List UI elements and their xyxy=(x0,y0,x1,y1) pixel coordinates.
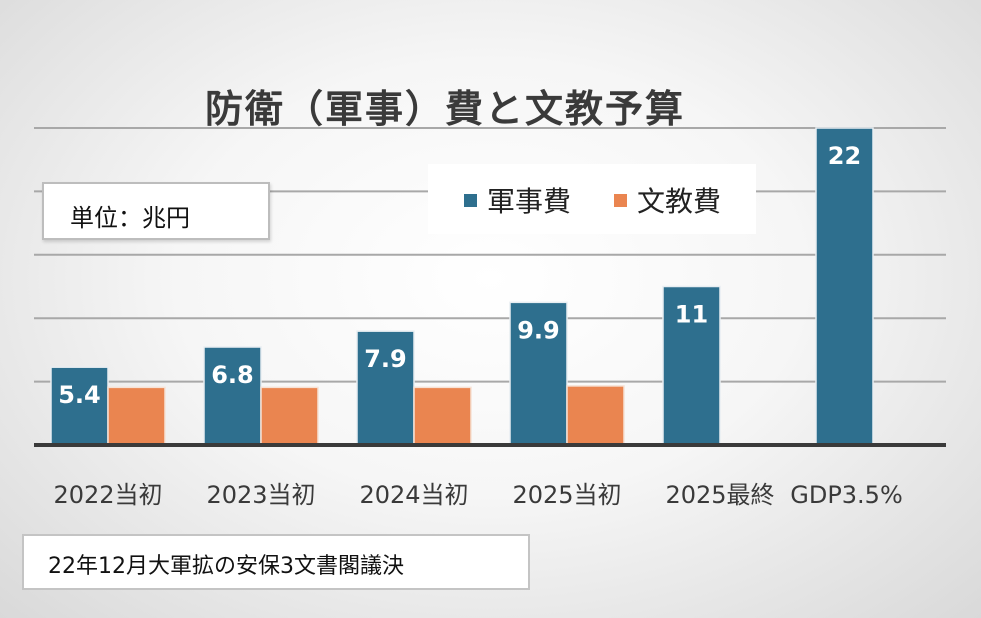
unit-label-box: 単位：兆円 xyxy=(42,182,270,240)
bar-education xyxy=(260,386,319,446)
x-tick-label: 2022当初 xyxy=(53,481,162,509)
bar-military xyxy=(662,285,721,446)
legend-swatch-education xyxy=(614,193,627,207)
legend: 軍事費 文教費 xyxy=(428,164,756,234)
bar-education xyxy=(107,386,166,446)
data-label: 5.4 xyxy=(58,381,101,409)
x-tick-label: 2024当初 xyxy=(359,481,468,509)
data-label: 6.8 xyxy=(211,361,254,389)
legend-label-military: 軍事費 xyxy=(487,185,572,218)
data-label: 7.9 xyxy=(364,345,407,373)
data-label: 9.9 xyxy=(517,316,560,344)
legend-item-education: 文教費 xyxy=(614,180,721,220)
bar-education xyxy=(566,385,625,446)
bar-military xyxy=(815,127,874,446)
bar-military xyxy=(509,301,568,446)
unit-label: 単位：兆円 xyxy=(70,204,190,232)
note-box: 22年12月大軍拡の安保3文書閣議決 xyxy=(22,534,530,590)
legend-label-education: 文教費 xyxy=(637,185,722,218)
x-tick-label: GDP3.5% xyxy=(790,481,903,509)
legend-swatch-military xyxy=(464,193,477,207)
x-tick-label: 2025最終 xyxy=(665,481,774,509)
legend-item-military: 軍事費 xyxy=(464,180,571,220)
chart-title: 防衛（軍事）費と文教予算 xyxy=(205,87,686,131)
x-tick-label: 2023当初 xyxy=(206,481,315,509)
bar-education xyxy=(413,386,472,446)
data-label: 11 xyxy=(675,301,708,329)
data-label: 22 xyxy=(828,142,861,170)
bar-military xyxy=(50,366,109,446)
x-tick-label: 2025当初 xyxy=(512,481,621,509)
note-text: 22年12月大軍拡の安保3文書閣議決 xyxy=(48,554,404,579)
